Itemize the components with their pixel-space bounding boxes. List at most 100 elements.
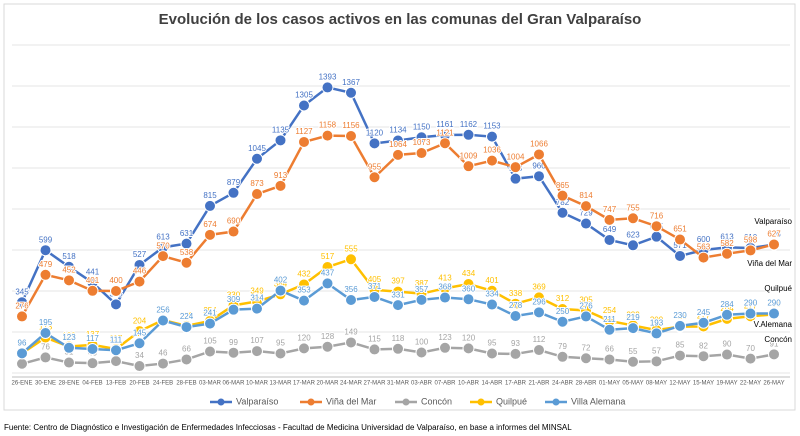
- data-point: [39, 351, 52, 364]
- chart-title: Evolución de los casos activos en las co…: [159, 11, 642, 28]
- x-tick-label: 13-FEB: [106, 381, 126, 387]
- data-label: 219: [626, 313, 640, 322]
- x-tick-label: 03-MAR: [199, 381, 222, 387]
- x-tick-label: 31-MAR: [387, 381, 410, 387]
- data-point: [392, 299, 404, 312]
- data-label: 224: [180, 312, 194, 321]
- data-point: [180, 237, 193, 250]
- data-label: 357: [415, 285, 429, 294]
- data-label: 814: [579, 191, 593, 200]
- data-point: [509, 310, 522, 323]
- data-point: [274, 134, 287, 147]
- x-tick-label: 15-MAY: [693, 381, 714, 387]
- data-point: [533, 170, 545, 183]
- data-label: 387: [415, 279, 429, 288]
- data-point: [486, 284, 498, 297]
- data-label: 72: [582, 343, 591, 352]
- data-label: 674: [203, 220, 217, 229]
- data-point: [439, 137, 451, 150]
- end-label: Valparaíso: [754, 217, 792, 226]
- data-label: 1064: [389, 140, 407, 149]
- data-point: [274, 347, 287, 360]
- data-point: [462, 342, 475, 355]
- data-label: 360: [462, 284, 476, 293]
- data-point: [274, 179, 287, 192]
- data-point: [227, 186, 240, 199]
- data-label: 955: [368, 162, 382, 171]
- data-point: [345, 130, 357, 143]
- data-point: [345, 86, 357, 99]
- data-label: 254: [203, 306, 217, 315]
- x-tick-label: 24-MAR: [340, 381, 363, 387]
- data-label: 123: [62, 333, 76, 342]
- data-label: 99: [229, 338, 238, 347]
- data-label: 356: [344, 285, 358, 294]
- data-label: 120: [297, 334, 311, 343]
- data-label: 118: [392, 334, 405, 343]
- data-point: [63, 341, 75, 354]
- data-label: 626: [767, 230, 781, 239]
- data-label: 623: [626, 230, 640, 239]
- data-label: 123: [438, 333, 452, 342]
- data-point: [39, 327, 52, 340]
- data-point: [533, 148, 545, 161]
- data-label: 432: [297, 270, 311, 279]
- data-label: 284: [720, 300, 734, 309]
- data-point: [110, 298, 122, 311]
- data-label: 1305: [295, 91, 313, 100]
- data-label: 405: [368, 275, 382, 284]
- data-label: 1004: [507, 152, 525, 161]
- data-label: 401: [485, 276, 499, 285]
- data-point: [133, 258, 146, 271]
- data-label: 1158: [319, 121, 337, 130]
- data-point: [110, 355, 122, 368]
- data-label: 729: [579, 209, 593, 218]
- data-point: [603, 213, 616, 226]
- data-label: 371: [368, 282, 382, 291]
- data-label: 401: [86, 276, 100, 285]
- x-tick-label: 20-MAR: [316, 381, 339, 387]
- data-label: 250: [556, 307, 570, 316]
- data-point: [415, 346, 428, 359]
- data-label: 34: [135, 351, 144, 360]
- data-label: 334: [485, 290, 499, 299]
- data-label: 649: [603, 225, 617, 234]
- data-label: 227: [697, 312, 711, 321]
- data-point: [721, 247, 733, 260]
- data-point: [486, 154, 498, 167]
- x-tick-label: 10-MAR: [246, 381, 269, 387]
- x-tick-label: 17-MAR: [293, 381, 316, 387]
- x-tick-label: 28-ENE: [58, 381, 79, 387]
- data-point: [509, 347, 522, 360]
- data-point: [345, 253, 357, 266]
- data-label: 145: [133, 328, 147, 337]
- data-point: [368, 171, 381, 184]
- data-point: [509, 172, 522, 185]
- data-label: 193: [650, 319, 664, 328]
- legend-marker: [402, 398, 410, 406]
- data-label: 960: [532, 161, 546, 170]
- data-point: [415, 131, 428, 144]
- data-label: 277: [744, 301, 758, 310]
- data-label: 345: [15, 287, 29, 296]
- data-label: 111: [110, 335, 123, 344]
- x-tick-label: 06-MAR: [222, 381, 245, 387]
- data-label: 627: [767, 230, 781, 239]
- data-point: [650, 327, 663, 340]
- data-label: 312: [556, 294, 570, 303]
- data-label: 129: [62, 332, 76, 341]
- data-point: [744, 244, 757, 257]
- data-label: 437: [321, 269, 335, 278]
- data-label: 276: [579, 302, 593, 311]
- data-label: 755: [626, 203, 640, 212]
- data-point: [204, 228, 216, 241]
- data-label: 226: [673, 312, 687, 321]
- x-tick-label: 01-MAY: [599, 381, 620, 387]
- data-label: 128: [321, 332, 335, 341]
- data-label: 76: [41, 343, 50, 352]
- x-tick-label: 08-MAY: [646, 381, 667, 387]
- data-point: [227, 346, 240, 359]
- data-point: [650, 355, 663, 368]
- data-point: [462, 278, 475, 291]
- data-label: 441: [86, 268, 100, 277]
